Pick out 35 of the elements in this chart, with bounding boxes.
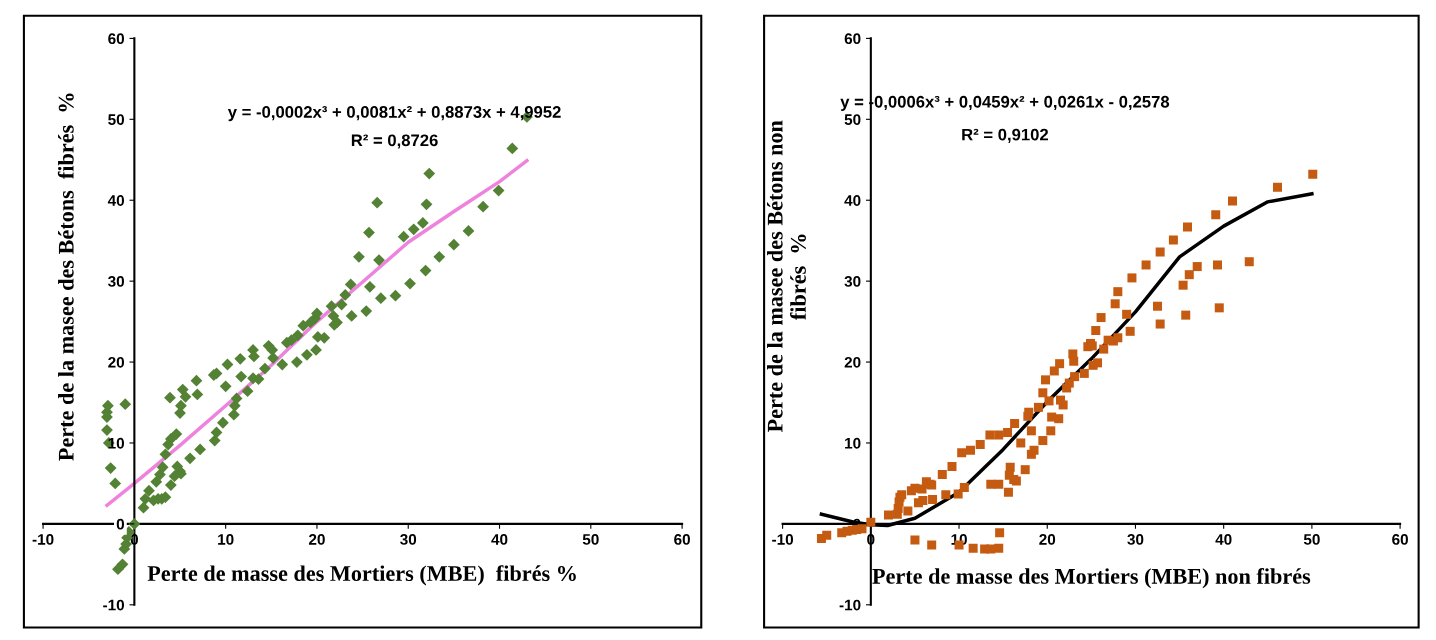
x-tick-label: 30 <box>1127 534 1144 545</box>
y-tick-label: 40 <box>844 195 861 206</box>
x-tick-label: 30 <box>400 534 417 545</box>
x-tick-label: 20 <box>308 534 325 545</box>
y-tick-label: 30 <box>844 276 861 287</box>
y-axis-title: Perte de la masee des Bétons fibrés % <box>57 93 74 461</box>
x-tick-label: 50 <box>582 534 599 545</box>
y-tick-label: -10 <box>103 599 125 611</box>
x-tick-label: 60 <box>674 534 690 545</box>
x-tick-label: 40 <box>1215 534 1232 545</box>
x-tick-label: 20 <box>1039 534 1056 545</box>
y-tick-label: 60 <box>108 33 125 45</box>
y-tick-label: 0 <box>116 518 125 530</box>
y-tick-label: 60 <box>844 33 861 45</box>
x-axis-title: Perte de masse des Mortiers (MBE) non fibrés <box>872 567 1311 589</box>
y-tick-label: 30 <box>108 276 125 287</box>
x-tick-label: 60 <box>1392 534 1408 545</box>
annotation: y = -0,0002x³ + 0,0081x² + 0,8873x + 4,9952 <box>227 106 561 122</box>
y-tick-label: 10 <box>845 437 861 449</box>
line-series <box>105 158 529 508</box>
y-tick-label: 50 <box>108 114 125 125</box>
y-tick-label: 40 <box>107 195 125 206</box>
x-tick-label: -10 <box>772 534 794 545</box>
x-tick-label: 50 <box>1303 534 1320 545</box>
y-axis-title: Perte de la masee des Bétons non fibrés % <box>767 120 806 433</box>
y-tick-label: 20 <box>108 356 125 368</box>
annotation: R² = 0,8726 <box>351 134 438 149</box>
y-tick-label: 50 <box>844 114 861 125</box>
x-axis-title: Perte de masse des Mortiers (MBE) fibrés % <box>147 565 576 586</box>
x-tick-label: 10 <box>218 534 234 545</box>
annotation: R² = 0,9102 <box>962 128 1049 143</box>
x-tick-label: -10 <box>32 534 54 545</box>
y-tick-label: 20 <box>844 356 861 368</box>
y-tick-label: -10 <box>839 599 861 611</box>
x-tick-label: 40 <box>491 534 508 545</box>
